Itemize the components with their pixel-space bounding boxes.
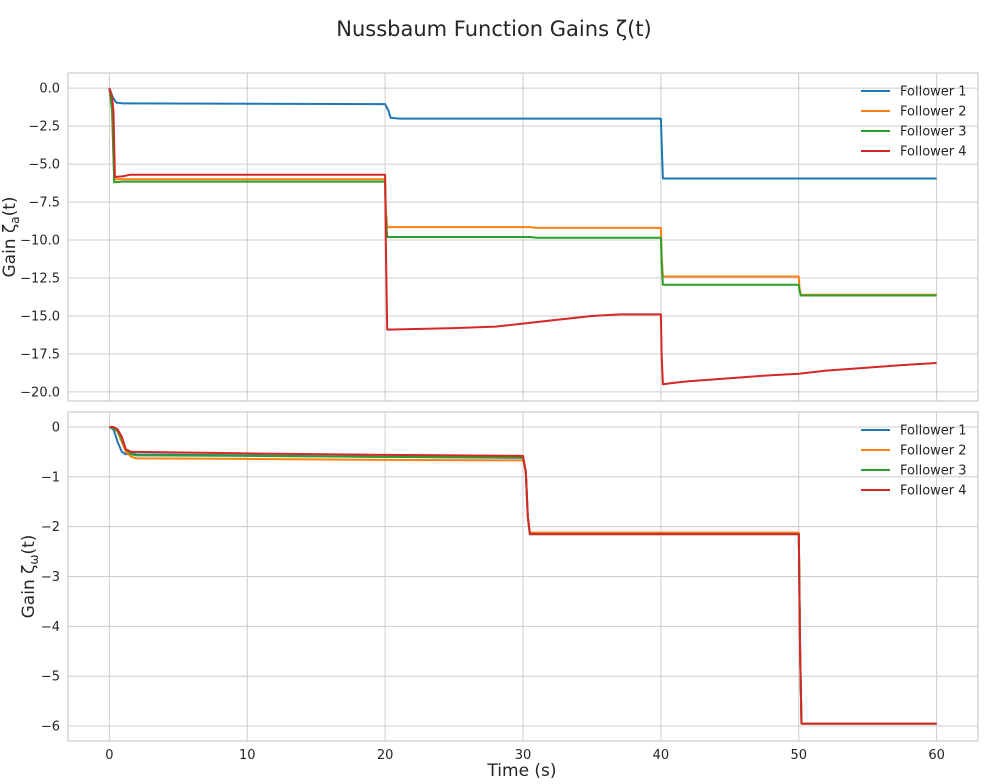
legend: Follower 1 Follower 2 Follower 3 Follower 4 [861, 424, 967, 499]
y-tick-label: 0 [52, 420, 60, 435]
y-tick-label: −10.0 [20, 234, 60, 249]
y-tick-label: −6 [41, 720, 60, 735]
series-line-follower-2 [108, 88, 937, 296]
series-line-follower-4 [109, 426, 937, 725]
x-tick-label: 40 [653, 748, 670, 763]
bottom-panel: 0 −1 −2 −3 −4 −5 −6 0 10 20 30 40 50 60 Gain ζω(t) Foll… [19, 411, 979, 763]
y-axis-label: Gain ζω(t) [19, 535, 41, 619]
y-tick-label: −7.5 [28, 196, 60, 211]
series-line-follower-1 [108, 87, 937, 180]
legend: Follower 1 Follower 2 Follower 3 Follower 4 [861, 85, 967, 160]
plot-frame [67, 411, 979, 742]
legend-label: Follower 2 [900, 105, 967, 120]
legend-label: Follower 3 [900, 464, 967, 479]
x-tick-label: 20 [377, 748, 394, 763]
x-tick-label: 60 [928, 748, 945, 763]
y-axis-label: Gain ζa(t) [0, 196, 22, 277]
y-tick-label: −5.0 [28, 158, 60, 173]
y-tick-label: −4 [41, 620, 60, 635]
legend-label: Follower 4 [900, 145, 967, 160]
series-line-follower-4 [108, 87, 937, 386]
x-tick-label: 50 [790, 748, 807, 763]
y-tick-label: −20.0 [20, 385, 60, 400]
x-tick-label: 10 [239, 748, 256, 763]
x-tick-label: 0 [105, 748, 113, 763]
legend-label: Follower 3 [900, 125, 967, 140]
y-tick-label: −2 [41, 520, 60, 535]
y-tick-label: −1 [41, 470, 60, 485]
legend-label: Follower 1 [900, 85, 967, 100]
top-panel: 0.0 −2.5 −5.0 −7.5 −10.0 −12.5 −15.0 −17.5 −20.0… [0, 72, 979, 402]
legend-label: Follower 1 [900, 424, 967, 439]
y-tick-label: −5 [41, 670, 60, 685]
y-tick-label: −17.5 [20, 347, 60, 362]
y-tick-label: −3 [41, 570, 60, 585]
legend-label: Follower 2 [900, 444, 967, 459]
y-tick-label: 0.0 [39, 82, 60, 97]
legend-label: Follower 4 [900, 484, 967, 499]
series-line-follower-3 [108, 88, 937, 297]
y-tick-label: −12.5 [20, 272, 60, 287]
x-tick-label: 30 [515, 748, 532, 763]
x-axis-label: Time (s) [486, 761, 556, 781]
plot-frame [67, 72, 979, 402]
figure-title: Nussbaum Function Gains ζ(t) [336, 17, 651, 41]
y-tick-label: −2.5 [28, 120, 60, 135]
y-tick-label: −15.0 [20, 309, 60, 324]
